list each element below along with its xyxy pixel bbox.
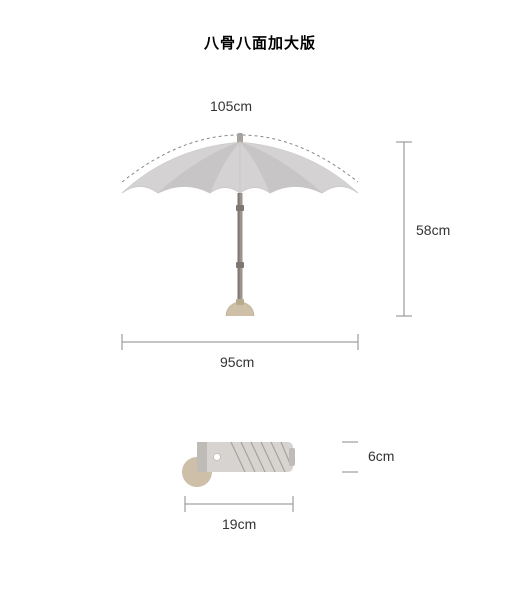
- diagram-svg: [0, 70, 520, 598]
- height-label: 58cm: [416, 222, 450, 238]
- folded-width-label: 19cm: [222, 516, 256, 532]
- open-width-leader: [122, 334, 358, 350]
- diagram-stage: 105cm 58cm 95cm 6cm 19cm: [0, 70, 520, 598]
- folded-width-leader: [185, 496, 293, 512]
- diagram-title: 八骨八面加大版: [0, 32, 520, 53]
- folded-umbrella: [182, 442, 295, 487]
- folded-height-leader: [342, 442, 358, 472]
- umbrella-shaft: [236, 193, 244, 301]
- folded-height-label: 6cm: [368, 448, 394, 464]
- ferrule: [237, 133, 243, 143]
- open-width-label: 95cm: [220, 354, 254, 370]
- open-height-leader: [396, 142, 412, 316]
- umbrella-handle: [226, 299, 254, 316]
- arc-label: 105cm: [210, 98, 252, 114]
